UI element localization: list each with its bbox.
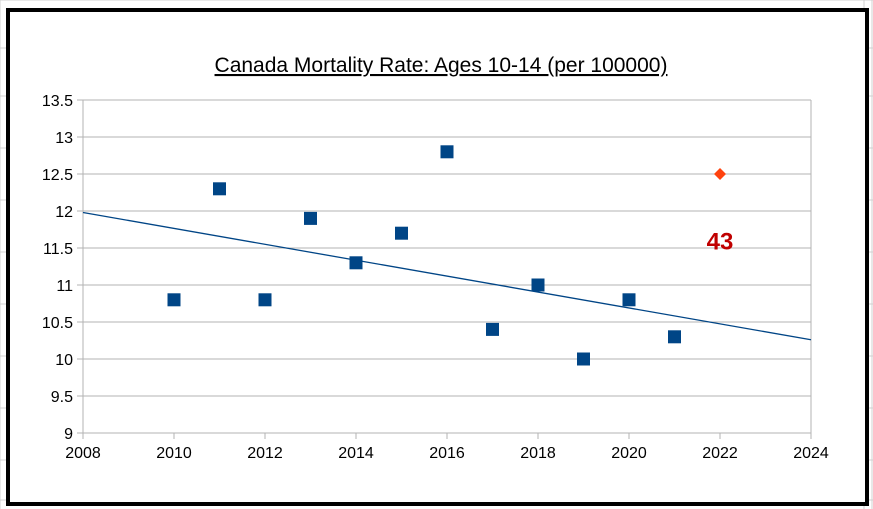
data-point-square: [213, 182, 226, 196]
x-tick-label: 2014: [338, 445, 374, 462]
annotation-label: 43: [707, 229, 734, 256]
data-point-square: [167, 293, 181, 307]
y-tick-label: 10.5: [42, 315, 73, 332]
x-tick-label: 2020: [611, 445, 647, 462]
chart-frame[interactable]: Canada Mortality Rate: Ages 10-14 (per 1…: [6, 8, 869, 506]
point-layer: [167, 145, 726, 366]
x-tick-label: 2022: [702, 445, 738, 462]
data-point-square: [622, 293, 636, 307]
y-tick-label: 12.5: [42, 167, 73, 184]
y-tick-label: 12: [55, 204, 73, 221]
data-point-square: [395, 226, 408, 240]
x-tick-label: 2016: [429, 445, 465, 462]
y-tick-label: 9.5: [51, 389, 73, 406]
data-point-diamond: [714, 168, 726, 180]
data-point-square: [349, 256, 363, 270]
x-tick-label: 2018: [520, 445, 556, 462]
x-tick-label: 2012: [247, 445, 283, 462]
x-tick-label: 2010: [156, 445, 192, 462]
data-point-square: [258, 293, 272, 307]
y-tick-label: 11.5: [43, 241, 73, 258]
data-point-square: [440, 145, 454, 159]
x-tick-label: 2024: [793, 445, 829, 462]
trendline: [82, 211, 812, 341]
axis-layer: 9 9.5 10 10.5 11 11.5 12 12.5 13 13.5 2008 2010 2012…: [42, 93, 829, 462]
scatter-chart: Canada Mortality Rate: Ages 10-14 (per 1…: [42, 54, 829, 462]
data-point-square: [304, 211, 317, 225]
annotation-layer: 43: [707, 229, 734, 256]
y-tick-label: 9: [64, 426, 73, 443]
y-tick-label: 11: [56, 278, 73, 295]
trendline-layer: [82, 211, 812, 341]
y-tick-label: 13: [55, 130, 73, 147]
x-tick-label: 2008: [65, 445, 101, 462]
data-point-square: [486, 322, 499, 336]
data-point-square: [577, 352, 590, 366]
chart-title: Canada Mortality Rate: Ages 10-14 (per 1…: [215, 54, 668, 77]
data-point-square: [531, 278, 545, 292]
y-tick-label: 10: [55, 352, 73, 369]
data-point-square: [668, 330, 681, 344]
y-tick-label: 13.5: [42, 93, 73, 110]
